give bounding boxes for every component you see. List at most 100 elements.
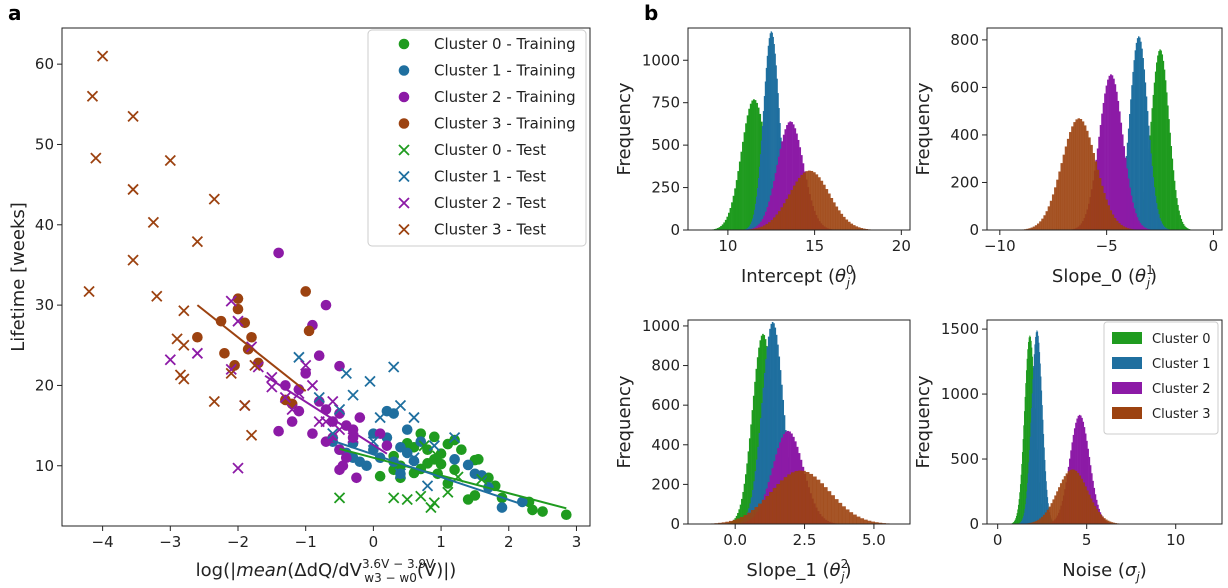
hist-bar bbox=[1056, 179, 1059, 230]
hist-bar bbox=[782, 203, 786, 230]
hist-bar bbox=[1027, 349, 1029, 524]
hist-bar bbox=[761, 403, 763, 524]
hist-bar bbox=[830, 198, 834, 230]
hist-bar bbox=[747, 451, 750, 524]
hist-bar bbox=[753, 481, 756, 524]
hist-bar bbox=[758, 432, 761, 524]
hist-bar bbox=[1128, 228, 1132, 230]
legend-label: Cluster 0 - Test bbox=[434, 141, 546, 159]
hist-bar bbox=[1162, 225, 1165, 230]
hist-bar bbox=[1127, 178, 1130, 230]
hist-bar bbox=[1033, 354, 1035, 524]
hist-bar bbox=[1023, 411, 1025, 524]
hist-bar bbox=[771, 32, 773, 230]
hist-bar bbox=[1140, 224, 1143, 230]
hist-bar bbox=[762, 387, 765, 524]
hist-bar bbox=[754, 100, 757, 231]
hist-bar bbox=[1031, 393, 1033, 524]
point-c0-train bbox=[527, 504, 538, 516]
hist-bar bbox=[809, 473, 814, 524]
hist-bar bbox=[743, 514, 748, 524]
hist-bar bbox=[841, 506, 846, 524]
hist-bar bbox=[1017, 504, 1019, 524]
legend-marker bbox=[398, 170, 410, 183]
point-c2-train bbox=[334, 408, 345, 419]
hist-bar bbox=[1163, 226, 1166, 230]
hist-bar bbox=[735, 180, 738, 230]
hist-bar bbox=[780, 207, 784, 230]
hist-bar bbox=[1136, 217, 1139, 230]
hist-bar bbox=[1145, 96, 1148, 230]
hist-bar bbox=[856, 516, 861, 524]
hist-bar bbox=[1021, 521, 1023, 524]
hist-bar bbox=[1118, 111, 1121, 230]
hist-bar bbox=[742, 141, 744, 230]
plot-frame bbox=[687, 27, 911, 231]
point-c2-train bbox=[320, 299, 332, 311]
hist-bar bbox=[1133, 208, 1136, 230]
hist-bar bbox=[1077, 118, 1081, 230]
hist-bar bbox=[734, 188, 737, 230]
y-tick-label: 0 bbox=[969, 221, 979, 239]
hist-bar bbox=[718, 522, 723, 524]
hist-bar bbox=[1094, 505, 1097, 524]
hist-bar bbox=[1080, 478, 1083, 524]
hist-bar bbox=[1033, 365, 1035, 524]
hist-bar bbox=[1180, 218, 1183, 230]
hist-bar bbox=[1157, 209, 1159, 230]
point-c0-train bbox=[561, 509, 572, 521]
hist-bar bbox=[1154, 71, 1157, 231]
hist-bar bbox=[758, 503, 763, 524]
hist-bar bbox=[768, 201, 771, 230]
point-c2-test bbox=[225, 363, 237, 376]
hist-bar bbox=[1037, 335, 1039, 524]
hist-bar bbox=[1111, 214, 1115, 230]
point-c1-train bbox=[401, 424, 413, 435]
point-c1-train bbox=[401, 447, 413, 459]
hist-bar bbox=[721, 522, 726, 524]
hist-bar bbox=[750, 223, 752, 230]
point-c1-train bbox=[408, 455, 420, 467]
hist-bar bbox=[1086, 130, 1089, 230]
hist-bar bbox=[789, 121, 792, 230]
hist-bar bbox=[1097, 511, 1100, 524]
hist-bar bbox=[1146, 228, 1149, 230]
hist-bar bbox=[773, 44, 775, 230]
point-c0-test bbox=[425, 501, 437, 514]
point-c2-train bbox=[334, 464, 345, 476]
point-c2-train bbox=[273, 425, 284, 437]
hist-bar bbox=[770, 219, 774, 230]
hist-bar bbox=[867, 520, 872, 524]
hist-bar bbox=[1079, 119, 1083, 230]
y-tick-label: 600 bbox=[651, 396, 680, 414]
hist-bar bbox=[782, 134, 785, 230]
legend-marker bbox=[398, 118, 410, 129]
hist-bar bbox=[1167, 105, 1169, 230]
x-tick-label: 3 bbox=[572, 533, 582, 551]
hist-bar bbox=[1026, 358, 1028, 524]
x-tick-label: 2 bbox=[504, 533, 514, 551]
hist-bar bbox=[775, 65, 777, 231]
point-c1-train bbox=[496, 502, 508, 513]
point-c2-train bbox=[341, 452, 352, 464]
hist-bar bbox=[743, 483, 746, 524]
y-tick-label: 750 bbox=[651, 94, 680, 112]
hist-bar bbox=[1179, 215, 1181, 230]
hist-bar bbox=[1170, 146, 1173, 230]
hist-bar bbox=[797, 177, 801, 230]
hist-bar bbox=[1026, 228, 1029, 230]
hist-bar bbox=[757, 178, 760, 230]
point-c1-train bbox=[462, 459, 474, 471]
point-c0-train bbox=[435, 458, 447, 470]
hist-bar bbox=[765, 359, 767, 524]
hist-bar bbox=[816, 479, 821, 524]
hist-bar bbox=[776, 484, 781, 524]
legend-marker bbox=[398, 223, 410, 236]
hist-bar bbox=[769, 195, 772, 230]
hist-bar bbox=[874, 522, 879, 524]
hist-bar bbox=[1021, 463, 1023, 524]
hist-bar bbox=[1023, 425, 1025, 524]
legend-label: Cluster 0 bbox=[1152, 332, 1211, 347]
hist-bar bbox=[790, 189, 794, 230]
hist-bar bbox=[1080, 415, 1082, 524]
